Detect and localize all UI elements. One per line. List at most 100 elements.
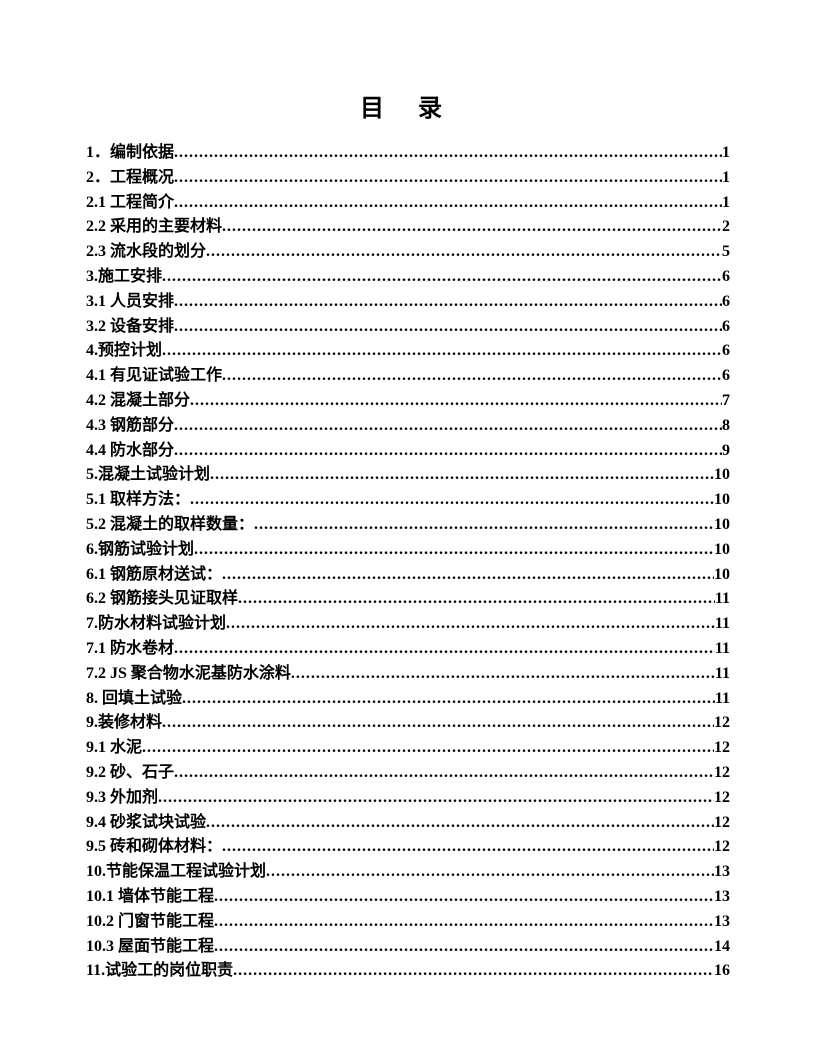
toc-entry: 10.2 门窗节能工程 13 bbox=[86, 910, 730, 935]
toc-entry-page: 2 bbox=[722, 215, 730, 240]
toc-entry-page: 16 bbox=[714, 959, 730, 984]
toc-dots bbox=[174, 290, 722, 306]
toc-entry-label: 5.2 混凝土的取样数量： bbox=[86, 513, 254, 538]
toc-entry-label: 10.1 墙体节能工程 bbox=[86, 885, 214, 910]
toc-entry-page: 12 bbox=[714, 761, 730, 786]
toc-entry-label: 9.5 砖和砌体材料： bbox=[86, 835, 222, 860]
toc-entry-label: 7.防水材料试验计划 bbox=[86, 612, 226, 637]
toc-dots bbox=[210, 463, 714, 479]
toc-entry-page: 12 bbox=[714, 835, 730, 860]
toc-entry-label: 4.4 防水部分 bbox=[86, 439, 174, 464]
toc-entry-label: 9.4 砂浆试块试验 bbox=[86, 811, 206, 836]
toc-entry-page: 13 bbox=[714, 885, 730, 910]
toc-entry: 1．编制依据1 bbox=[86, 141, 730, 166]
toc-entry-page: 11 bbox=[715, 637, 730, 662]
toc-entry-page: 10 bbox=[714, 513, 730, 538]
toc-entry-label: 2.1 工程简介 bbox=[86, 191, 174, 216]
toc-entry-label: 5.1 取样方法： bbox=[86, 488, 190, 513]
toc-entry-page: 12 bbox=[714, 711, 730, 736]
toc-dots bbox=[214, 935, 714, 951]
toc-entry: 8. 回填土试验 11 bbox=[86, 687, 730, 712]
toc-list: 1．编制依据12．工程概况12.1 工程简介12.2 采用的主要材料22.3 流… bbox=[86, 141, 730, 984]
toc-entry: 4.预控计划6 bbox=[86, 339, 730, 364]
toc-dots bbox=[174, 439, 722, 455]
toc-entry-page: 12 bbox=[714, 736, 730, 761]
toc-entry-page: 8 bbox=[722, 414, 730, 439]
toc-entry-page: 6 bbox=[722, 315, 730, 340]
toc-dots bbox=[174, 191, 722, 207]
toc-entry-label: 11.试验工的岗位职责 bbox=[86, 959, 233, 984]
toc-entry: 4.2 混凝土部分 7 bbox=[86, 389, 730, 414]
toc-dots bbox=[174, 414, 722, 430]
toc-entry-page: 13 bbox=[714, 910, 730, 935]
toc-dots bbox=[142, 736, 714, 752]
toc-entry-page: 10 bbox=[714, 563, 730, 588]
toc-entry-label: 3.施工安排 bbox=[86, 265, 162, 290]
toc-entry-label: 4.2 混凝土部分 bbox=[86, 389, 190, 414]
toc-entry-label: 10.3 屋面节能工程 bbox=[86, 935, 214, 960]
toc-entry-label: 7.2 JS 聚合物水泥基防水涂料 bbox=[86, 662, 291, 687]
toc-entry-page: 9 bbox=[722, 439, 730, 464]
toc-entry: 6.2 钢筋接头见证取样 11 bbox=[86, 587, 730, 612]
toc-entry-page: 6 bbox=[722, 265, 730, 290]
toc-dots bbox=[174, 141, 722, 157]
toc-entry-label: 6.1 钢筋原材送试： bbox=[86, 563, 222, 588]
toc-entry: 2.2 采用的主要材料2 bbox=[86, 215, 730, 240]
toc-entry-page: 6 bbox=[722, 290, 730, 315]
toc-dots bbox=[182, 687, 715, 703]
toc-dots bbox=[162, 711, 714, 727]
toc-entry: 5.1 取样方法：10 bbox=[86, 488, 730, 513]
toc-dots bbox=[226, 612, 715, 628]
toc-dots bbox=[291, 662, 715, 678]
toc-entry-label: 7.1 防水卷材 bbox=[86, 637, 174, 662]
toc-entry-label: 9.装修材料 bbox=[86, 711, 162, 736]
toc-entry: 4.1 有见证试验工作6 bbox=[86, 364, 730, 389]
toc-entry: 7.1 防水卷材 11 bbox=[86, 637, 730, 662]
toc-entry-label: 6.2 钢筋接头见证取样 bbox=[86, 587, 238, 612]
toc-entry: 3.1 人员安排 6 bbox=[86, 290, 730, 315]
toc-entry-label: 10.2 门窗节能工程 bbox=[86, 910, 214, 935]
toc-entry: 9.5 砖和砌体材料： 12 bbox=[86, 835, 730, 860]
toc-entry: 2.1 工程简介1 bbox=[86, 191, 730, 216]
toc-entry-label: 4.1 有见证试验工作 bbox=[86, 364, 222, 389]
toc-entry: 11.试验工的岗位职责 16 bbox=[86, 959, 730, 984]
toc-entry: 6.钢筋试验计划 10 bbox=[86, 538, 730, 563]
toc-dots bbox=[162, 339, 722, 355]
toc-entry-page: 10 bbox=[714, 538, 730, 563]
toc-dots bbox=[174, 166, 722, 182]
toc-entry-page: 6 bbox=[722, 339, 730, 364]
toc-entry: 9.装修材料 12 bbox=[86, 711, 730, 736]
toc-entry: 7.防水材料试验计划 11 bbox=[86, 612, 730, 637]
toc-dots bbox=[194, 538, 714, 554]
toc-entry-label: 6.钢筋试验计划 bbox=[86, 538, 194, 563]
toc-entry-label: 10.节能保温工程试验计划 bbox=[86, 860, 266, 885]
toc-entry-label: 2.3 流水段的划分 bbox=[86, 240, 206, 265]
toc-entry: 3.2 设备安排 6 bbox=[86, 315, 730, 340]
toc-entry-page: 11 bbox=[715, 587, 730, 612]
toc-entry: 4.3 钢筋部分8 bbox=[86, 414, 730, 439]
toc-entry: 4.4 防水部分 9 bbox=[86, 439, 730, 464]
toc-entry-page: 11 bbox=[715, 612, 730, 637]
toc-entry-label: 3.2 设备安排 bbox=[86, 315, 174, 340]
toc-entry-page: 13 bbox=[714, 860, 730, 885]
toc-dots bbox=[214, 910, 714, 926]
toc-entry: 10.3 屋面节能工程14 bbox=[86, 935, 730, 960]
toc-entry-label: 9.3 外加剂 bbox=[86, 786, 158, 811]
toc-entry-label: 3.1 人员安排 bbox=[86, 290, 174, 315]
toc-title: 目 录 bbox=[86, 88, 730, 123]
toc-dots bbox=[266, 860, 714, 876]
toc-dots bbox=[238, 587, 715, 603]
toc-dots bbox=[206, 811, 714, 827]
toc-entry: 3.施工安排 6 bbox=[86, 265, 730, 290]
toc-entry-label: 9.1 水泥 bbox=[86, 736, 142, 761]
toc-entry-page: 7 bbox=[722, 389, 730, 414]
toc-entry: 7.2 JS 聚合物水泥基防水涂料 11 bbox=[86, 662, 730, 687]
toc-entry: 5.2 混凝土的取样数量： 10 bbox=[86, 513, 730, 538]
toc-entry-label: 8. 回填土试验 bbox=[86, 687, 182, 712]
toc-entry-page: 11 bbox=[715, 662, 730, 687]
toc-dots bbox=[162, 265, 722, 281]
toc-entry: 9.3 外加剂12 bbox=[86, 786, 730, 811]
toc-entry-page: 11 bbox=[715, 687, 730, 712]
toc-dots bbox=[222, 364, 722, 380]
toc-dots bbox=[222, 215, 722, 231]
